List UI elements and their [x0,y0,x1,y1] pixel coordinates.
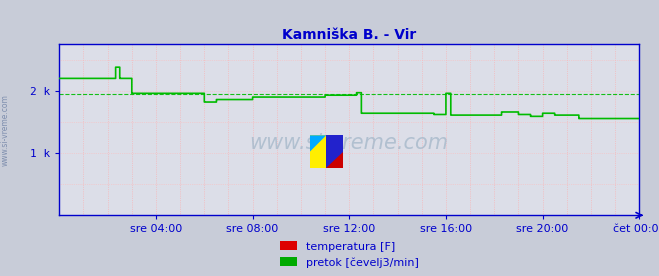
Bar [326,135,343,168]
Title: Kamniška B. - Vir: Kamniška B. - Vir [282,28,416,42]
Polygon shape [310,135,326,152]
Legend: temperatura [F], pretok [čevelj3/min]: temperatura [F], pretok [čevelj3/min] [280,241,418,268]
Polygon shape [326,152,343,168]
Text: www.si-vreme.com: www.si-vreme.com [250,133,449,153]
Text: www.si-vreme.com: www.si-vreme.com [1,94,10,166]
Bar [310,135,326,168]
